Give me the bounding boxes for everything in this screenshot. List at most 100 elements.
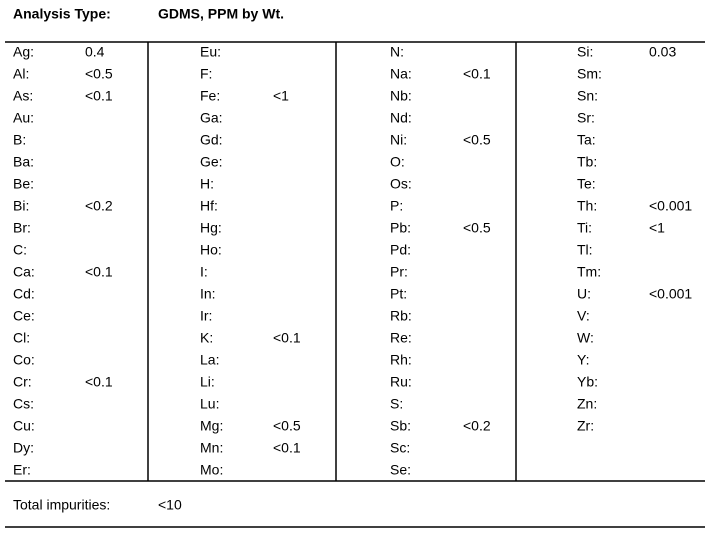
element-symbol: Pt: [390, 286, 407, 302]
element-symbol: S: [390, 396, 403, 412]
element-symbol: Pd: [390, 242, 411, 258]
element-symbol: Fe: [200, 88, 220, 104]
element-value: <0.1 [85, 88, 113, 104]
element-symbol: Sn: [577, 88, 598, 104]
element-symbol: N: [390, 44, 404, 60]
element-symbol: Ir: [200, 308, 212, 324]
element-symbol: Tm: [577, 264, 601, 280]
element-symbol: Ru: [390, 374, 412, 390]
element-symbol: C: [13, 242, 27, 258]
element-symbol: H: [200, 176, 214, 192]
element-symbol: Zn: [577, 396, 597, 412]
header-label: Analysis Type: [13, 6, 111, 22]
element-symbol: Sr: [577, 110, 595, 126]
element-symbol: Mo: [200, 462, 223, 478]
element-symbol: Cu: [13, 418, 35, 434]
element-value: 0.4 [85, 44, 105, 60]
element-symbol: Hg: [200, 220, 222, 236]
element-symbol: Dy: [13, 440, 34, 456]
element-symbol: Mn: [200, 440, 223, 456]
element-symbol: Re: [390, 330, 412, 346]
element-value: <0.1 [85, 374, 113, 390]
element-value: <0.1 [85, 264, 113, 280]
element-symbol: Cs: [13, 396, 34, 412]
element-symbol: Ca: [13, 264, 35, 280]
element-symbol: Si: [577, 44, 593, 60]
element-symbol: Se: [390, 462, 411, 478]
element-symbol: Tl: [577, 242, 593, 258]
element-value: <0.2 [85, 198, 113, 214]
element-value: <0.001 [649, 286, 692, 302]
element-symbol: Co: [13, 352, 35, 368]
element-symbol: Ga: [200, 110, 223, 126]
element-symbol: Sb: [390, 418, 411, 434]
element-symbol: Li: [200, 374, 215, 390]
element-symbol: Yb: [577, 374, 598, 390]
element-symbol: Al: [13, 66, 29, 82]
element-symbol: Rh: [390, 352, 412, 368]
element-symbol: Gd: [200, 132, 223, 148]
element-symbol: Cd: [13, 286, 35, 302]
element-symbol: Ge: [200, 154, 223, 170]
element-value: <0.1 [273, 440, 301, 456]
element-value: <0.1 [273, 330, 301, 346]
element-symbol: Ni: [390, 132, 407, 148]
element-value: <0.1 [463, 66, 491, 82]
element-symbol: As: [13, 88, 33, 104]
element-symbol: Be: [13, 176, 34, 192]
element-value: <0.001 [649, 198, 692, 214]
element-symbol: Nb: [390, 88, 412, 104]
header-value: GDMS, PPM by Wt. [158, 6, 284, 22]
total-label: Total impurities: [13, 497, 110, 513]
element-symbol: Nd: [390, 110, 412, 126]
element-symbol: Cr: [13, 374, 32, 390]
element-value: <1 [273, 88, 289, 104]
element-symbol: U: [577, 286, 591, 302]
element-value: <1 [649, 220, 665, 236]
element-value: 0.03 [649, 44, 676, 60]
element-symbol: Pb: [390, 220, 411, 236]
element-value: <0.5 [463, 220, 491, 236]
element-symbol: O: [390, 154, 405, 170]
element-symbol: Te: [577, 176, 596, 192]
element-symbol: B: [13, 132, 26, 148]
element-symbol: Lu: [200, 396, 219, 412]
element-value: <0.5 [85, 66, 113, 82]
element-symbol: F: [200, 66, 212, 82]
element-symbol: Sm: [577, 66, 602, 82]
element-symbol: Sc: [390, 440, 410, 456]
element-symbol: Os: [390, 176, 412, 192]
element-symbol: V: [577, 308, 590, 324]
element-symbol: La: [200, 352, 219, 368]
element-symbol: Na: [390, 66, 412, 82]
total-value: <10 [158, 497, 182, 513]
element-symbol: Ti: [577, 220, 592, 236]
element-symbol: Ce: [13, 308, 35, 324]
element-symbol: Br: [13, 220, 31, 236]
element-symbol: In: [200, 286, 216, 302]
element-symbol: Pr: [390, 264, 408, 280]
element-value: <0.2 [463, 418, 491, 434]
element-symbol: Er: [13, 462, 31, 478]
element-symbol: Ho: [200, 242, 222, 258]
element-symbol: Ba: [13, 154, 34, 170]
element-symbol: Au: [13, 110, 34, 126]
element-symbol: Y: [577, 352, 589, 368]
element-symbol: I: [200, 264, 208, 280]
element-symbol: W: [577, 330, 594, 346]
element-symbol: Bi: [13, 198, 29, 214]
element-symbol: Hf: [200, 198, 218, 214]
element-symbol: Cl: [13, 330, 30, 346]
element-symbol: P: [390, 198, 403, 214]
element-symbol: K: [200, 330, 213, 346]
element-symbol: Rb: [390, 308, 412, 324]
element-symbol: Mg: [200, 418, 223, 434]
element-symbol: Ag: [13, 44, 34, 60]
element-symbol: Tb: [577, 154, 597, 170]
element-value: <0.5 [463, 132, 491, 148]
element-symbol: Zr: [577, 418, 594, 434]
element-symbol: Ta: [577, 132, 596, 148]
element-symbol: Eu: [200, 44, 221, 60]
